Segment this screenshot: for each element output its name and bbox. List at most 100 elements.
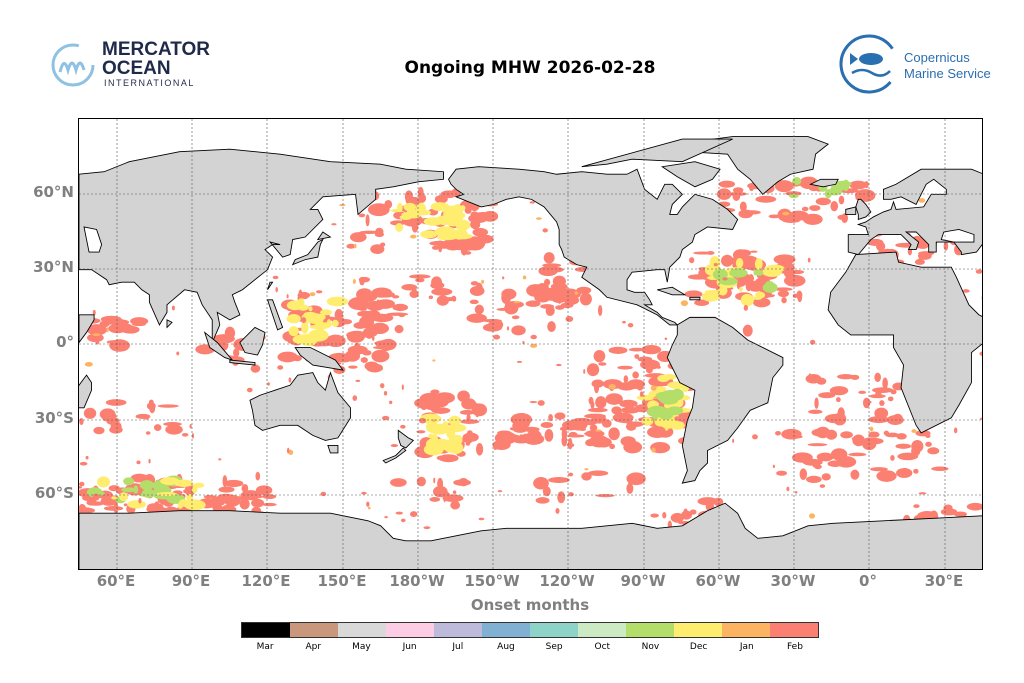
- mhw-patch: [399, 214, 413, 220]
- mhw-patch: [277, 351, 298, 363]
- mhw-patch: [154, 501, 160, 508]
- mhw-patch: [380, 338, 397, 351]
- mhw-patch: [203, 494, 215, 499]
- mhw-patch: [689, 509, 697, 515]
- mhw-patch: [640, 359, 660, 370]
- mhw-patch: [400, 424, 406, 429]
- mhw-patch: [451, 295, 457, 301]
- mhw-patch: [709, 256, 721, 269]
- mhw-patch: [149, 402, 156, 414]
- mhw-patch: [634, 354, 640, 359]
- mhw-patch: [442, 494, 464, 502]
- mhw-patch: [819, 484, 826, 488]
- mhw-patch: [566, 443, 575, 448]
- mhw-patch: [120, 325, 140, 334]
- mhw-patch: [896, 433, 907, 440]
- mhw-patch: [863, 400, 872, 404]
- mhw-patch: [809, 513, 816, 519]
- mhw-patch: [617, 365, 633, 370]
- mhw-patch: [589, 435, 609, 448]
- x-axis-label: Onset months: [470, 596, 590, 614]
- mhw-patch: [288, 326, 300, 337]
- mhw-patch: [799, 176, 819, 190]
- mhw-patch: [646, 405, 668, 418]
- mhw-patch: [554, 412, 566, 420]
- mhw-patch: [557, 491, 566, 504]
- mhw-patch: [811, 428, 829, 437]
- mhw-patch: [320, 309, 332, 316]
- mhw-patch: [842, 179, 850, 192]
- mhw-patch: [656, 426, 674, 438]
- lon-tick-label: 120°E: [241, 572, 291, 590]
- mhw-patch: [735, 258, 744, 269]
- mhw-patch: [191, 485, 198, 494]
- mhw-patch: [858, 390, 867, 394]
- mhw-patch: [403, 202, 417, 212]
- mhw-patch: [597, 304, 603, 317]
- mhw-patch: [432, 419, 436, 422]
- mhw-patch: [729, 268, 748, 278]
- mhw-patch: [288, 449, 294, 456]
- mhw-patch: [352, 279, 356, 284]
- mhw-patch: [684, 290, 703, 298]
- mhw-patch: [421, 404, 427, 411]
- mhw-patch: [466, 413, 471, 425]
- mhw-patch: [925, 441, 932, 447]
- mhw-patch: [626, 404, 634, 410]
- mhw-patch: [608, 427, 620, 441]
- mhw-patch: [583, 369, 586, 374]
- mhw-patch: [314, 322, 336, 326]
- mhw-patch: [651, 447, 656, 453]
- mhw-patch: [874, 407, 889, 419]
- mhw-patch: [92, 493, 100, 500]
- mhw-patch: [121, 487, 138, 493]
- mhw-patch: [718, 286, 728, 296]
- mhw-patch: [931, 466, 949, 471]
- mhw-patch: [914, 259, 925, 265]
- mhw-patch: [308, 306, 313, 312]
- mhw-patch: [143, 415, 150, 420]
- colorbar-swatch: [530, 623, 578, 637]
- mhw-patch: [352, 334, 365, 339]
- mhw-patch: [502, 437, 510, 442]
- fish-icon: [839, 34, 899, 94]
- mhw-patch: [511, 325, 526, 336]
- mhw-patch: [431, 288, 453, 296]
- colorbar-label: Jul: [452, 642, 464, 652]
- mhw-patch: [588, 407, 608, 413]
- mhw-patch: [350, 232, 367, 243]
- mhw-patch: [98, 491, 105, 496]
- mhw-patch: [416, 476, 426, 487]
- mhw-patch: [864, 181, 869, 189]
- mhw-patch: [450, 500, 461, 510]
- mhw-patch: [664, 337, 668, 341]
- lon-tick-label: 120°W: [539, 572, 595, 590]
- mhw-patch: [464, 434, 473, 444]
- mhw-patch: [816, 377, 827, 385]
- lon-tick-label: 90°E: [171, 572, 211, 590]
- antarctica: [79, 502, 982, 569]
- mhw-patch: [477, 234, 494, 244]
- mhw-patch: [342, 353, 355, 360]
- mhw-patch: [981, 296, 982, 300]
- mhw-patch: [940, 508, 958, 516]
- mhw-patch: [796, 290, 803, 300]
- mhw-patch: [409, 234, 417, 239]
- black-sea: [940, 229, 975, 243]
- colorbar-label: May: [352, 642, 371, 652]
- mhw-patch: [555, 508, 560, 514]
- mhw-patch: [400, 518, 406, 523]
- mhw-patch: [108, 485, 120, 492]
- mhw-patch: [833, 412, 847, 426]
- mhw-patch: [163, 422, 182, 427]
- mhw-patch: [641, 344, 662, 355]
- mhw-patch: [86, 324, 108, 336]
- mhw-patch: [962, 289, 970, 293]
- mhw-patch: [409, 219, 416, 224]
- mhw-patch: [526, 429, 542, 442]
- mhw-patch: [781, 297, 787, 304]
- mhw-patch: [130, 317, 149, 326]
- mhw-patch: [366, 501, 370, 507]
- mhw-patch: [802, 458, 823, 466]
- mhw-patch: [763, 293, 776, 298]
